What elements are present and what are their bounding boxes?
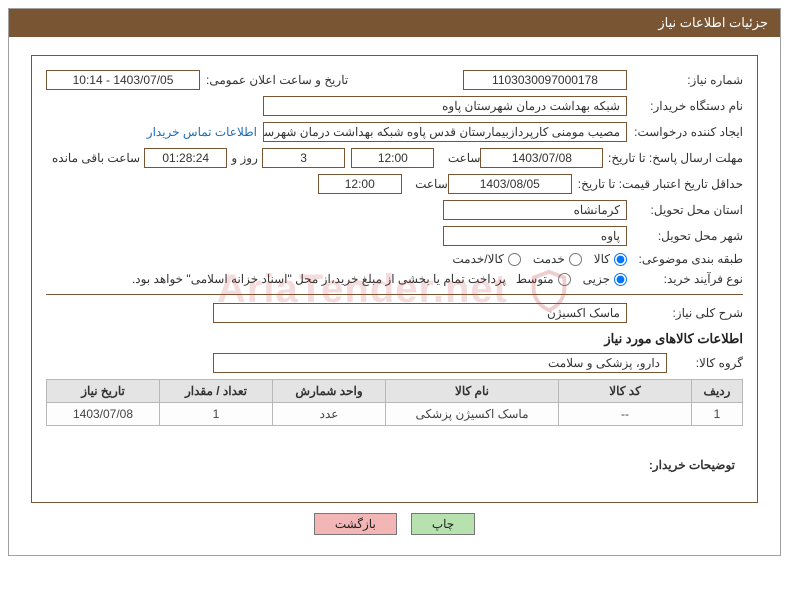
divider-1 bbox=[46, 294, 743, 295]
field-delivery-province: کرمانشاه bbox=[443, 200, 627, 220]
th-0: ردیف bbox=[692, 380, 743, 403]
label-price-validity: حداقل تاریخ اعتبار قیمت: تا تاریخ: bbox=[572, 177, 743, 191]
label-delivery-province: استان محل تحویل: bbox=[627, 203, 743, 217]
row-goods-group: گروه کالا: دارو، پزشکی و سلامت bbox=[46, 353, 743, 373]
label-buyer-org: نام دستگاه خریدار: bbox=[627, 99, 743, 113]
field-response-hour: 12:00 bbox=[351, 148, 434, 168]
td-0-2: ماسک اکسیژن پزشکی bbox=[386, 403, 559, 426]
field-time-remaining: 01:28:24 bbox=[144, 148, 227, 168]
label-response-deadline: مهلت ارسال پاسخ: تا تاریخ: bbox=[603, 151, 743, 165]
panel-body: AriaTender.net شماره نیاز: 1103030097000… bbox=[9, 37, 780, 555]
field-days-remaining: 3 bbox=[262, 148, 345, 168]
panel-title: جزئیات اطلاعات نیاز bbox=[9, 9, 780, 37]
radio-subject-0[interactable]: کالا bbox=[594, 252, 627, 266]
field-main-desc: ماسک اکسیژن bbox=[213, 303, 627, 323]
radio-subject-2[interactable]: کالا/خدمت bbox=[452, 252, 520, 266]
th-1: کد کالا bbox=[559, 380, 692, 403]
field-buyer-org: شبکه بهداشت درمان شهرستان پاوه bbox=[263, 96, 627, 116]
panel-outer: جزئیات اطلاعات نیاز AriaTender.net شماره… bbox=[8, 8, 781, 556]
row-need-number: شماره نیاز: 1103030097000178 تاریخ و ساع… bbox=[46, 70, 743, 90]
radio-input-process-0[interactable] bbox=[614, 273, 627, 286]
button-bar: چاپ بازگشت bbox=[31, 503, 758, 541]
row-delivery-city: شهر محل تحویل: پاوه bbox=[46, 226, 743, 246]
td-0-3: عدد bbox=[273, 403, 386, 426]
row-subject-class: طبقه بندی موضوعی: کالا خدمت کالا/خدمت bbox=[46, 252, 743, 266]
purchase-note: پرداخت تمام یا بخشی از مبلغ خرید،از محل … bbox=[132, 272, 506, 286]
radio-group-process: جزیی متوسط bbox=[516, 272, 627, 286]
radio-group-subject: کالا خدمت کالا/خدمت bbox=[452, 252, 627, 266]
radio-process-1[interactable]: متوسط bbox=[516, 272, 571, 286]
field-price-validity-hour: 12:00 bbox=[318, 174, 402, 194]
row-price-validity: حداقل تاریخ اعتبار قیمت: تا تاریخ: 1403/… bbox=[46, 174, 743, 194]
label-buyer-notes: توضیحات خریدار: bbox=[643, 458, 735, 472]
print-button[interactable]: چاپ bbox=[411, 513, 475, 535]
th-2: نام کالا bbox=[386, 380, 559, 403]
row-purchase-process: نوع فرآیند خرید: جزیی متوسط پرداخت تمام … bbox=[46, 272, 743, 286]
field-announce-datetime: 1403/07/05 - 10:14 bbox=[46, 70, 200, 90]
td-0-1: -- bbox=[559, 403, 692, 426]
radio-input-process-1[interactable] bbox=[558, 273, 571, 286]
radio-input-subject-0[interactable] bbox=[614, 253, 627, 266]
label-goods-group: گروه کالا: bbox=[667, 356, 743, 370]
label-hour-2: ساعت bbox=[402, 177, 448, 191]
link-buyer-contact[interactable]: اطلاعات تماس خریدار bbox=[147, 125, 257, 139]
row-buyer-org: نام دستگاه خریدار: شبکه بهداشت درمان شهر… bbox=[46, 96, 743, 116]
goods-table: ردیف کد کالا نام کالا واحد شمارش تعداد /… bbox=[46, 379, 743, 426]
row-delivery-province: استان محل تحویل: کرمانشاه bbox=[46, 200, 743, 220]
row-requester: ایجاد کننده درخواست: مصیب مومنی کارپرداز… bbox=[46, 122, 743, 142]
radio-subject-1[interactable]: خدمت bbox=[533, 252, 582, 266]
radio-process-0[interactable]: جزیی bbox=[583, 272, 627, 286]
field-delivery-city: پاوه bbox=[443, 226, 627, 246]
td-0-0: 1 bbox=[692, 403, 743, 426]
heading-goods-info: اطلاعات کالاهای مورد نیاز bbox=[46, 331, 743, 347]
th-3: واحد شمارش bbox=[273, 380, 386, 403]
label-main-desc: شرح کلی نیاز: bbox=[627, 306, 743, 320]
label-delivery-city: شهر محل تحویل: bbox=[627, 229, 743, 243]
label-requester: ایجاد کننده درخواست: bbox=[627, 125, 743, 139]
label-hour-1: ساعت bbox=[434, 151, 480, 165]
buyer-notes-section: توضیحات خریدار: bbox=[46, 438, 743, 492]
th-4: تعداد / مقدار bbox=[160, 380, 273, 403]
radio-input-subject-2[interactable] bbox=[508, 253, 521, 266]
label-days-and: روز و bbox=[227, 151, 262, 165]
table-header-row: ردیف کد کالا نام کالا واحد شمارش تعداد /… bbox=[47, 380, 743, 403]
field-price-validity-date: 1403/08/05 bbox=[448, 174, 572, 194]
th-5: تاریخ نیاز bbox=[47, 380, 160, 403]
row-main-desc: شرح کلی نیاز: ماسک اکسیژن bbox=[46, 303, 743, 323]
inner-frame: شماره نیاز: 1103030097000178 تاریخ و ساع… bbox=[31, 55, 758, 503]
field-response-date: 1403/07/08 bbox=[480, 148, 603, 168]
row-response-deadline: مهلت ارسال پاسخ: تا تاریخ: 1403/07/08 سا… bbox=[46, 148, 743, 168]
label-purchase-process: نوع فرآیند خرید: bbox=[627, 272, 743, 286]
label-remaining-suffix: ساعت باقی مانده bbox=[46, 151, 144, 165]
table-row: 1 -- ماسک اکسیژن پزشکی عدد 1 1403/07/08 bbox=[47, 403, 743, 426]
back-button[interactable]: بازگشت bbox=[314, 513, 397, 535]
field-need-number: 1103030097000178 bbox=[463, 70, 627, 90]
td-0-5: 1403/07/08 bbox=[47, 403, 160, 426]
field-requester: مصیب مومنی کارپردازبیمارستان قدس پاوه شب… bbox=[263, 122, 627, 142]
label-announce-datetime: تاریخ و ساعت اعلان عمومی: bbox=[200, 73, 348, 87]
label-need-number: شماره نیاز: bbox=[627, 73, 743, 87]
radio-input-subject-1[interactable] bbox=[569, 253, 582, 266]
td-0-4: 1 bbox=[160, 403, 273, 426]
label-subject-class: طبقه بندی موضوعی: bbox=[627, 252, 743, 266]
field-goods-group: دارو، پزشکی و سلامت bbox=[213, 353, 667, 373]
